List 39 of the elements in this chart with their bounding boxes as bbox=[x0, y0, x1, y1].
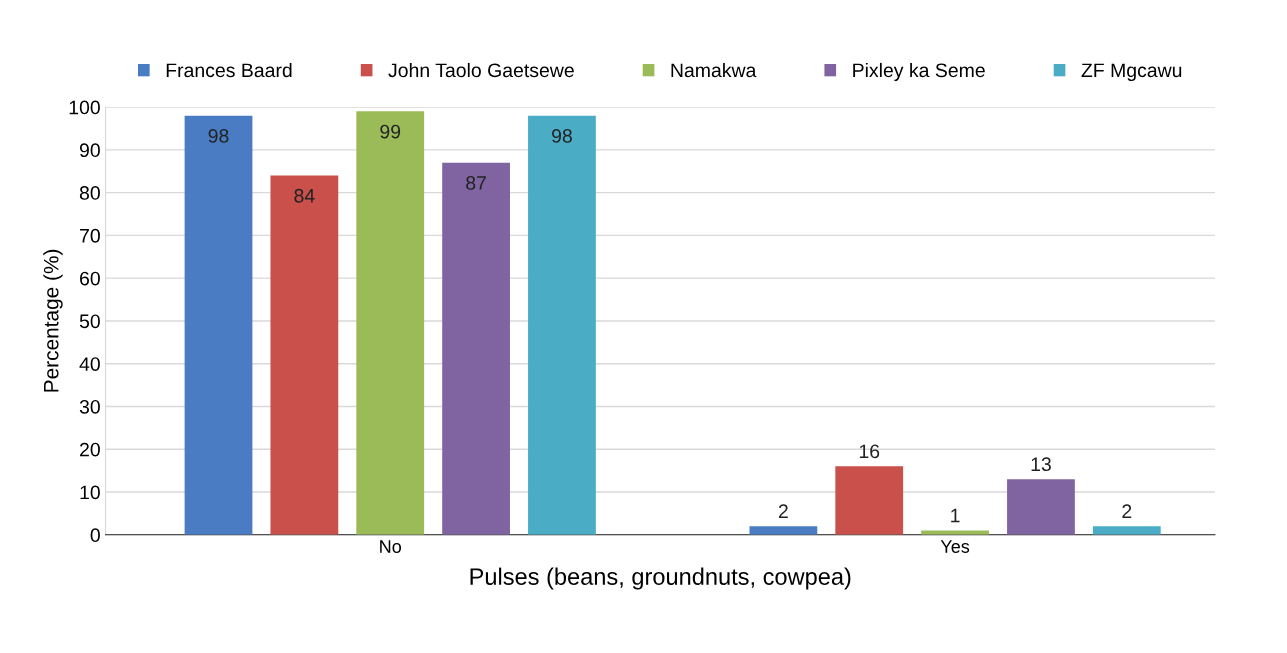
bar bbox=[270, 175, 339, 535]
bar bbox=[1007, 479, 1075, 535]
data-label: 87 bbox=[466, 176, 486, 190]
y-tick-label: 50 bbox=[79, 314, 100, 329]
y-tick-label: 90 bbox=[79, 143, 100, 158]
bar bbox=[356, 111, 425, 535]
x-tick-label: No bbox=[380, 540, 402, 553]
bar bbox=[442, 162, 510, 535]
data-label: 84 bbox=[294, 188, 315, 203]
x-tick-label: Yes bbox=[940, 540, 970, 553]
legend-label: Frances Baard bbox=[166, 62, 292, 78]
legend-label: ZF Mgcawu bbox=[1081, 63, 1182, 82]
y-tick-label: 100 bbox=[69, 100, 100, 115]
y-tick-label: 60 bbox=[80, 271, 100, 286]
legend-label: John Taolo Gaetsewe bbox=[388, 62, 574, 78]
y-tick-label: 0 bbox=[90, 528, 100, 543]
bar bbox=[835, 466, 904, 535]
data-label: 2 bbox=[778, 504, 788, 518]
legend-label: Namakwa bbox=[671, 62, 757, 78]
bar bbox=[1092, 526, 1161, 535]
y-axis-title: Percentage (%) bbox=[43, 249, 63, 392]
data-label: 16 bbox=[859, 444, 880, 459]
data-label: 13 bbox=[1031, 457, 1051, 472]
y-tick-label: 70 bbox=[80, 228, 100, 243]
bar bbox=[184, 115, 253, 535]
y-tick-label: 10 bbox=[80, 485, 100, 500]
y-tick-label: 40 bbox=[79, 357, 100, 371]
data-label: 1 bbox=[951, 508, 960, 523]
data-label: 99 bbox=[380, 124, 401, 139]
bar bbox=[749, 526, 818, 535]
y-tick-label: 80 bbox=[79, 186, 100, 200]
y-tick-label: 30 bbox=[79, 399, 100, 414]
bar bbox=[528, 115, 596, 535]
y-tick-label: 20 bbox=[80, 442, 100, 457]
x-axis-title: Pulses (beans, groundnuts, cowpea) bbox=[470, 567, 851, 590]
data-label: 2 bbox=[1122, 504, 1132, 518]
data-label: 98 bbox=[208, 128, 229, 143]
legend-label: Pixley ka Seme bbox=[853, 62, 985, 82]
data-label: 98 bbox=[552, 128, 572, 143]
